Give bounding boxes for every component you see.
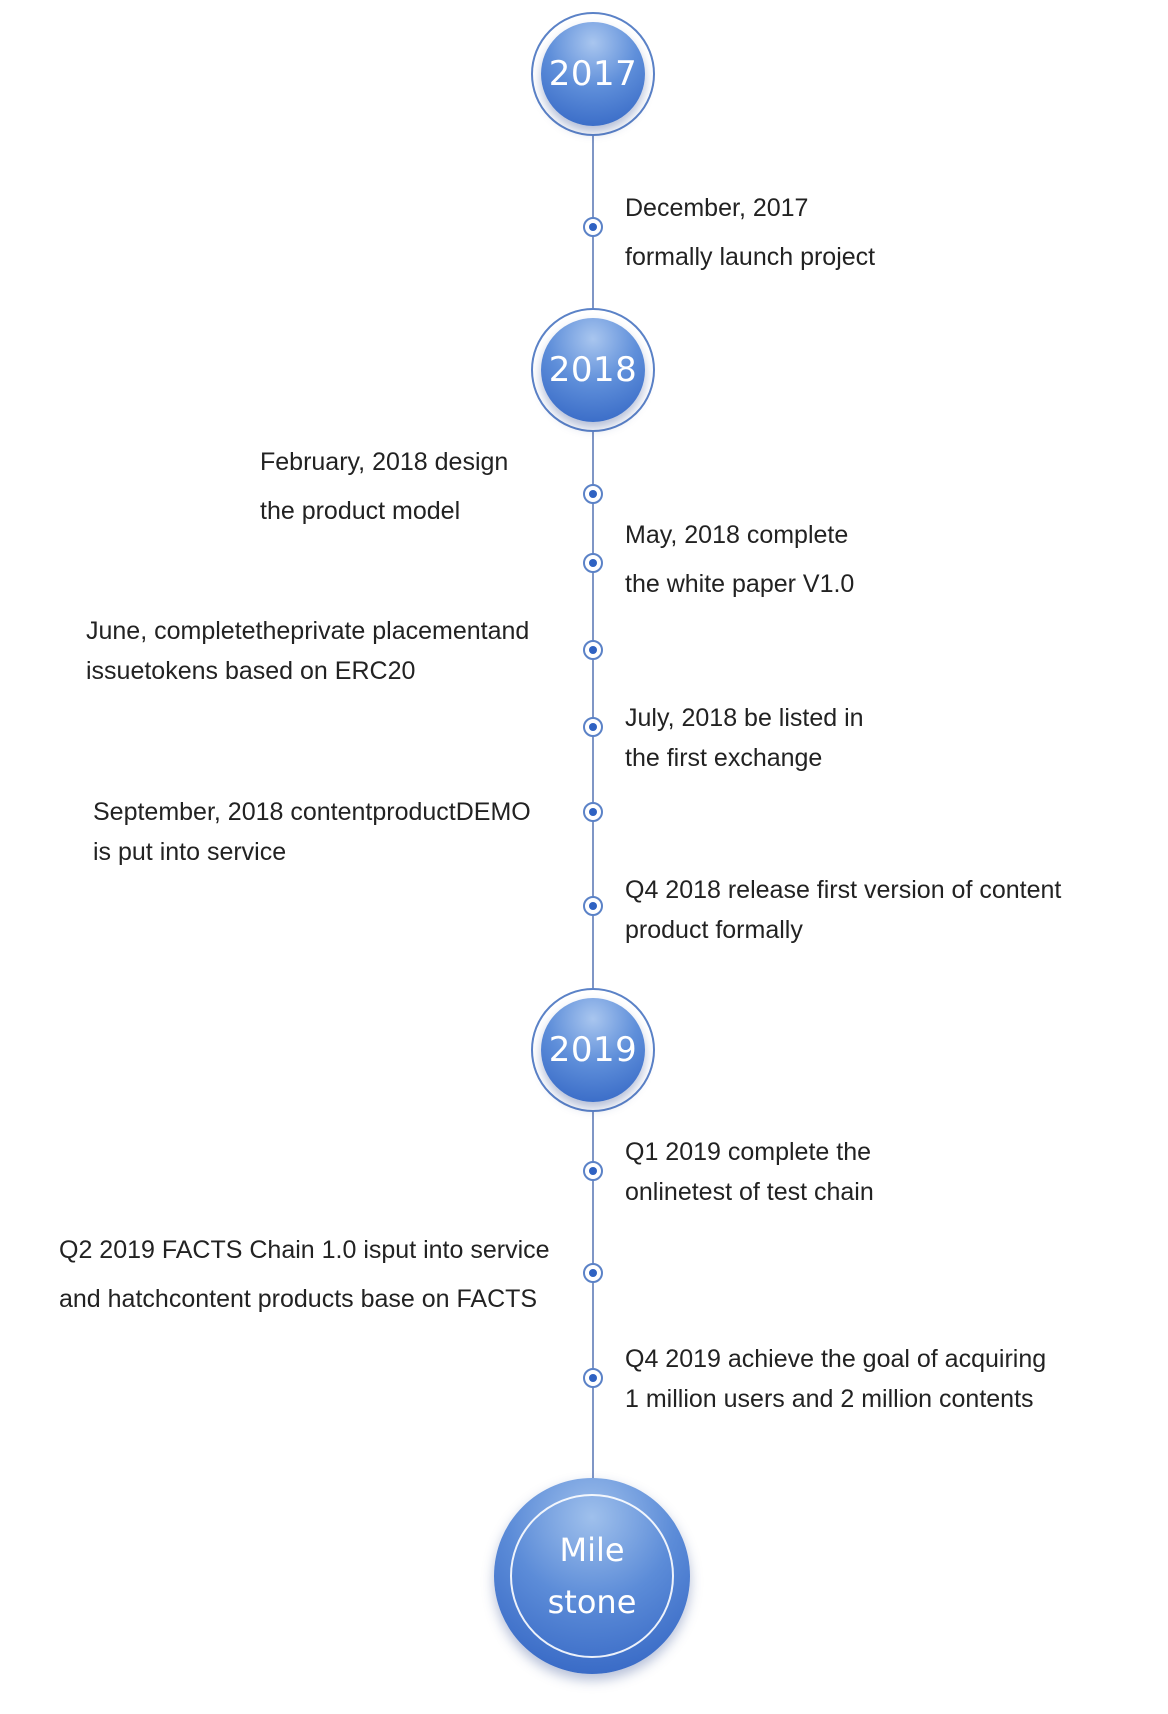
year-disc: 2018 — [541, 318, 645, 422]
year-label: 2018 — [548, 350, 638, 390]
event-text: February, 2018 design the product model — [260, 438, 508, 536]
event-line: Q4 2019 achieve the goal of acquiring — [625, 1345, 1047, 1373]
event-line: February, 2018 design — [260, 448, 509, 476]
event-text: June, completetheprivate placementand is… — [86, 611, 529, 691]
event-line: the white paper V1.0 — [625, 570, 855, 598]
year-label: 2017 — [548, 54, 638, 94]
event-line: and hatchcontent products base on FACTS — [59, 1285, 538, 1313]
event-text: Q2 2019 FACTS Chain 1.0 isput into servi… — [59, 1226, 550, 1324]
event-text: December, 2017 formally launch project — [625, 184, 875, 282]
event-dot — [583, 802, 603, 822]
event-line: June, completetheprivate placementand — [86, 617, 530, 645]
event-dot — [583, 1161, 603, 1181]
event-text: Q4 2019 achieve the goal of acquiring 1 … — [625, 1339, 1046, 1419]
milestone-badge: Mile stone — [494, 1478, 690, 1674]
event-line: Q1 2019 complete the — [625, 1138, 871, 1166]
event-line: issuetokens based on ERC20 — [86, 657, 416, 685]
event-dot — [583, 217, 603, 237]
event-line: Q2 2019 FACTS Chain 1.0 isput into servi… — [59, 1236, 550, 1264]
event-dot — [583, 1368, 603, 1388]
milestone-label-line1: Mile — [559, 1531, 625, 1569]
event-line: Q4 2018 release first version of content — [625, 876, 1062, 904]
event-text: Q4 2018 release first version of content… — [625, 870, 1061, 950]
event-dot — [583, 484, 603, 504]
event-line: September, 2018 contentproductDEMO — [93, 798, 531, 826]
year-node-2018: 2018 — [531, 308, 655, 432]
event-line: the product model — [260, 497, 461, 525]
event-line: is put into service — [93, 838, 287, 866]
event-line: onlinetest of test chain — [625, 1178, 874, 1206]
event-line: December, 2017 — [625, 194, 809, 222]
event-line: the first exchange — [625, 744, 823, 772]
event-dot — [583, 553, 603, 573]
event-dot — [583, 1263, 603, 1283]
year-disc: 2017 — [541, 22, 645, 126]
milestone-label-line2: stone — [547, 1583, 637, 1621]
year-disc: 2019 — [541, 998, 645, 1102]
year-node-2019: 2019 — [531, 988, 655, 1112]
year-label: 2019 — [548, 1030, 638, 1070]
event-dot — [583, 896, 603, 916]
event-text: September, 2018 contentproductDEMO is pu… — [93, 792, 531, 872]
event-line: July, 2018 be listed in — [625, 704, 864, 732]
year-node-2017: 2017 — [531, 12, 655, 136]
event-line: May, 2018 complete — [625, 521, 849, 549]
event-text: May, 2018 complete the white paper V1.0 — [625, 511, 854, 609]
event-text: Q1 2019 complete the onlinetest of test … — [625, 1132, 874, 1212]
event-dot — [583, 717, 603, 737]
timeline-axis — [592, 70, 594, 1500]
milestone-ring: Mile stone — [510, 1494, 674, 1658]
event-dot — [583, 640, 603, 660]
event-line: product formally — [625, 916, 803, 944]
event-line: 1 million users and 2 million contents — [625, 1385, 1034, 1413]
event-line: formally launch project — [625, 243, 876, 271]
event-text: July, 2018 be listed in the first exchan… — [625, 698, 864, 778]
